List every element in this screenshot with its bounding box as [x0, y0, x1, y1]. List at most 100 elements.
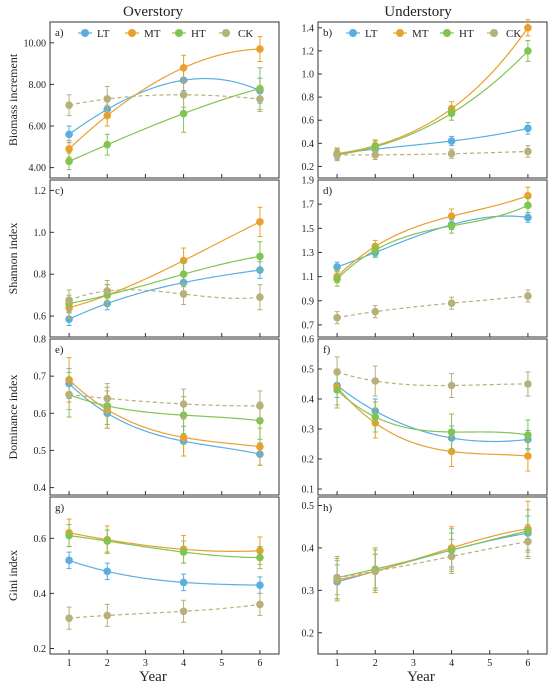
panel-g: 0.2 0.4 0.6 1 2 3 4 5 6 g) Gini index: [6, 496, 280, 669]
series-line-HT: [336, 389, 529, 436]
series-CK: [333, 289, 532, 325]
data-point-CK: [524, 537, 532, 546]
data-point-CK: [447, 552, 456, 561]
data-point-LT: [65, 556, 73, 565]
panel-h: 0.2 0.3 0.4 0.5 1 2 3 4 5 6 h): [302, 496, 548, 669]
series-line-LT: [336, 127, 529, 155]
series-line-MT: [336, 386, 528, 457]
data-point-CK: [256, 293, 264, 302]
data-point-HT: [371, 246, 380, 254]
plot-frame: [49, 338, 280, 496]
y-tick-label: 0.2: [302, 455, 315, 466]
data-point-HT: [371, 143, 380, 151]
data-point-LT: [333, 263, 341, 271]
legend-label-MT: MT: [412, 28, 429, 40]
data-point-MT: [256, 218, 264, 226]
series-line-HT: [336, 204, 529, 280]
y-tick-label: 0.4: [302, 395, 315, 406]
x-tick-label: 5: [487, 658, 492, 669]
data-point-MT: [524, 452, 532, 460]
y-tick-label: 1.5: [302, 224, 315, 235]
x-tick-label: 6: [525, 658, 530, 669]
y-tick-label: 10.00: [24, 38, 47, 49]
y-tick-label: 1.0: [302, 70, 315, 81]
legend-label-LT: LT: [97, 28, 110, 40]
legend-marker-HT: [175, 29, 183, 37]
data-point-HT: [524, 431, 532, 439]
y-tick-label: 0.8: [34, 335, 47, 346]
panel-label: b): [323, 27, 333, 39]
series-CK: [333, 356, 532, 398]
data-point-CK: [447, 381, 456, 390]
data-point-CK: [65, 101, 73, 109]
y-tick-label: 1.2: [302, 46, 315, 57]
y-tick-label: 0.6: [34, 312, 47, 323]
x-tick-label: 2: [105, 658, 110, 669]
series-line-LT: [68, 383, 261, 455]
series-line-MT: [336, 27, 529, 155]
data-point-CK: [371, 377, 380, 385]
series-line-HT: [336, 50, 529, 156]
x-tick-label: 1: [67, 658, 72, 669]
y-tick-label: 0.8: [302, 93, 315, 104]
plot-frame: [49, 179, 280, 338]
data-point-LT: [103, 567, 112, 576]
data-point-MT: [524, 191, 532, 200]
y-tick-label: 1.7: [302, 200, 315, 211]
data-point-MT: [103, 111, 112, 120]
panel-c: 0.6 0.8 1.0 1.2 c) Shannon index: [6, 179, 280, 338]
data-point-LT: [524, 213, 532, 222]
y-tick-label: 0.6: [34, 409, 47, 420]
series-line-HT: [68, 534, 260, 559]
data-point-HT: [524, 201, 532, 210]
data-point-CK: [179, 400, 188, 408]
y-tick-label: 0.5: [302, 365, 315, 376]
series-line-HT: [68, 87, 261, 162]
x-tick-label: 1: [335, 658, 340, 669]
x-tick-label: 3: [143, 658, 148, 669]
data-point-CK: [103, 95, 112, 103]
legend-marker-CK: [222, 29, 230, 37]
legend-marker-LT: [81, 29, 89, 37]
x-axis-label-right: Year: [407, 669, 435, 685]
y-tick-label: 1.0: [34, 228, 47, 239]
panels: 4.00 6.00 8.00 10.00 a) Biomass increment LT MT…: [6, 19, 548, 669]
panel-label: e): [55, 344, 64, 356]
y-tick-label: 0.7: [302, 320, 315, 331]
legend-label-HT: HT: [459, 28, 474, 40]
plot-frame: [49, 496, 280, 655]
data-point-HT: [524, 47, 532, 55]
data-point-CK: [103, 611, 112, 620]
legend-label-CK: CK: [506, 28, 521, 40]
legend-marker-HT: [443, 29, 451, 37]
series-CK: [65, 379, 264, 422]
data-point-LT: [524, 124, 532, 133]
y-axis-label: Shannon index: [6, 223, 20, 295]
data-point-CK: [179, 91, 188, 99]
data-point-CK: [371, 307, 380, 316]
y-tick-label: 1.3: [302, 248, 315, 259]
overstory-title: Overstory: [123, 4, 183, 20]
data-point-HT: [371, 413, 380, 421]
series-LT: [65, 551, 264, 594]
panel-d: 0.7 0.9 1.1 1.3 1.5 1.7 1.9 d): [302, 176, 548, 338]
series-line-MT: [68, 221, 261, 309]
y-tick-label: 0.3: [302, 586, 315, 597]
y-axis-label: Gini index: [6, 550, 20, 601]
y-tick-label: 4.00: [29, 163, 47, 174]
data-point-HT: [179, 270, 188, 279]
plot-frame: [317, 179, 548, 338]
data-point-HT: [103, 140, 112, 149]
y-tick-label: 6.00: [29, 122, 47, 133]
legend: LT MT HT CK: [78, 28, 253, 40]
series-line-LT: [68, 559, 260, 586]
panel-label: h): [323, 502, 333, 514]
legend-label-CK: CK: [238, 28, 253, 40]
y-tick-label: 0.5: [34, 446, 47, 457]
y-tick-label: 0.9: [302, 296, 315, 307]
y-tick-label: 0.4: [302, 543, 315, 554]
panel-label: a): [55, 27, 64, 39]
data-point-MT: [524, 23, 532, 32]
y-tick-label: 0.5: [302, 501, 315, 512]
series-line-MT: [68, 532, 260, 552]
